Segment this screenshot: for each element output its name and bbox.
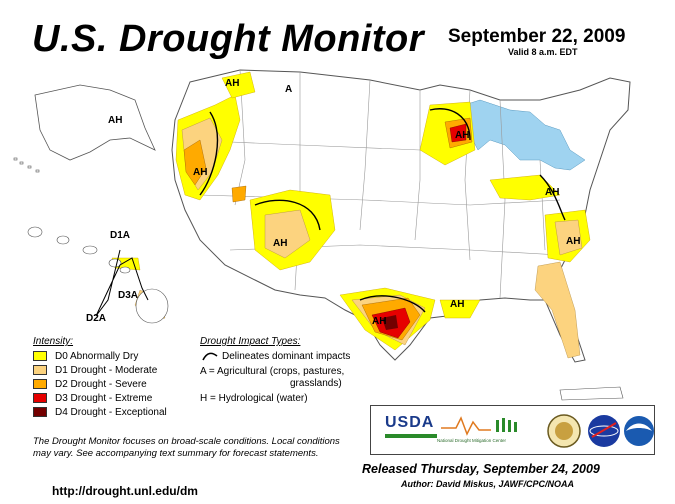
puerto-rico [559,386,624,401]
alaska-islands [13,157,40,173]
legend-label: D1 Drought - Moderate [55,364,158,376]
impact-types-title: Drought Impact Types: [200,336,301,347]
legend-item-d4: D4 Drought - Exceptional [33,406,167,418]
label-ah-wi: AH [455,130,469,141]
great-lakes [454,99,586,171]
author-credit: Author: David Miskus, JAWF/CPC/NOAA [401,479,575,489]
nasa-logo [588,415,620,447]
legend-swatch-d0 [33,351,47,361]
legend-label: D4 Drought - Exceptional [55,406,167,418]
source-url[interactable]: http://drought.unl.edu/dm [52,484,198,498]
legend-item-d2: D2 Drought - Severe [33,378,147,390]
legend-label: D0 Abnormally Dry [55,350,139,362]
label-ah-nc: AH [566,236,580,247]
label-ah-ak: AH [108,115,122,126]
legend-label: D3 Drought - Extreme [55,392,153,404]
impact-lines [199,108,566,313]
legend-swatch-d2 [33,379,47,389]
legend-swatch-d1 [33,365,47,375]
ndmc-logo [441,416,517,436]
label-d3a: D3A [118,290,138,301]
release-date: Released Thursday, September 24, 2009 [362,462,600,476]
impact-line-icon [202,352,218,361]
alaska [34,84,156,161]
noaa-logo [624,416,654,446]
legend-item-d1: D1 Drought - Moderate [33,364,157,376]
label-ah-la: AH [450,299,464,310]
usda-logo: USDA [385,414,435,431]
agency-logos: USDA National Drought Mitigation Center [370,405,655,455]
label-ah-tx: AH [372,316,386,327]
label-d1a: D1A [110,230,130,241]
usda-underline [385,434,437,438]
page-title: U.S. Drought Monitor [32,18,425,60]
legend-item-d3: D3 Drought - Extreme [33,392,152,404]
hawaii-pointers [95,249,149,317]
map-date: September 22, 2009 [448,26,626,47]
legend-title: Intensity: [33,336,74,347]
label-ah-az: AH [273,238,287,249]
legend-label: D2 Drought - Severe [55,378,147,390]
label-ah-wa: AH [225,78,239,89]
impact-agricultural: A = Agricultural (crops, pastures, [200,366,345,377]
label-ah-oh: AH [545,187,559,198]
hawaii [27,226,169,324]
label-ah-ca: AH [193,167,207,178]
impact-hydrological: H = Hydrological (water) [200,393,308,404]
valid-time: Valid 8 a.m. EDT [508,47,578,57]
disclaimer-note: The Drought Monitor focuses on broad-sca… [33,436,340,459]
impact-delineates: Delineates dominant impacts [222,351,351,362]
label-a-mt: A [285,84,292,95]
ndmc-text: National Drought Mitigation Center [437,438,507,443]
legend-swatch-d4 [33,407,47,417]
d4-areas [382,315,398,330]
doc-seal-icon [547,414,581,448]
impact-agricultural-cont: grasslands) [290,378,342,389]
legend-item-d0: D0 Abnormally Dry [33,350,138,362]
legend-swatch-d3 [33,393,47,403]
label-d2a: D2A [86,313,106,324]
